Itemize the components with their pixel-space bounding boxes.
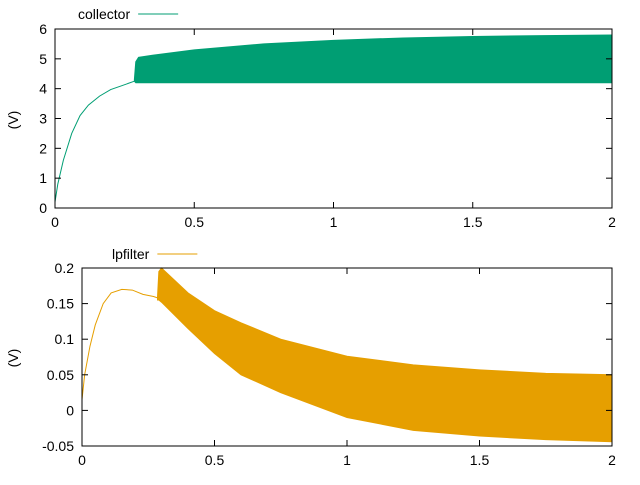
legend: lpfilter <box>112 246 198 262</box>
y-tick-label: 0.1 <box>55 331 75 347</box>
y-tick-label: 0.05 <box>47 367 74 383</box>
y-tick-label: 0.15 <box>47 296 74 312</box>
series-line-lpfilter <box>81 288 158 400</box>
x-tick-label: 1.5 <box>470 452 490 468</box>
x-tick-label: 0 <box>51 214 59 230</box>
legend-label: lpfilter <box>112 246 150 262</box>
y-tick-label: 0.2 <box>55 260 75 276</box>
y-tick-label: 3 <box>39 111 47 127</box>
x-tick-label: 1.5 <box>463 214 483 230</box>
series-line-collector <box>54 80 135 203</box>
legend-label: collector <box>78 6 130 22</box>
x-tick-label: 1 <box>330 214 338 230</box>
x-tick-label: 2 <box>608 214 616 230</box>
series-band-lpfilter <box>157 267 613 443</box>
y-tick-label: 0 <box>66 402 74 418</box>
y-axis-label: (V) <box>5 349 21 368</box>
x-tick-label: 0 <box>78 452 86 468</box>
series-band-collector <box>133 34 613 84</box>
y-axis-label: (V) <box>5 111 21 130</box>
y-tick-label: 4 <box>39 81 47 97</box>
x-tick-label: 2 <box>608 452 616 468</box>
y-tick-label: -0.05 <box>42 438 74 454</box>
plot-collector: 0 0.5 1 1.5 2 0 1 2 3 4 5 6 (V) collector <box>5 6 616 230</box>
y-tick-label: 6 <box>39 21 47 37</box>
y-tick-label: 5 <box>39 51 47 67</box>
legend: collector <box>78 6 179 22</box>
x-tick-label: 0.5 <box>185 214 205 230</box>
x-tick-label: 1 <box>343 452 351 468</box>
y-tick-label: 2 <box>39 140 47 156</box>
y-tick-label: 0 <box>39 200 47 216</box>
y-tick-label: 1 <box>39 170 47 186</box>
x-tick-label: 0.5 <box>205 452 225 468</box>
